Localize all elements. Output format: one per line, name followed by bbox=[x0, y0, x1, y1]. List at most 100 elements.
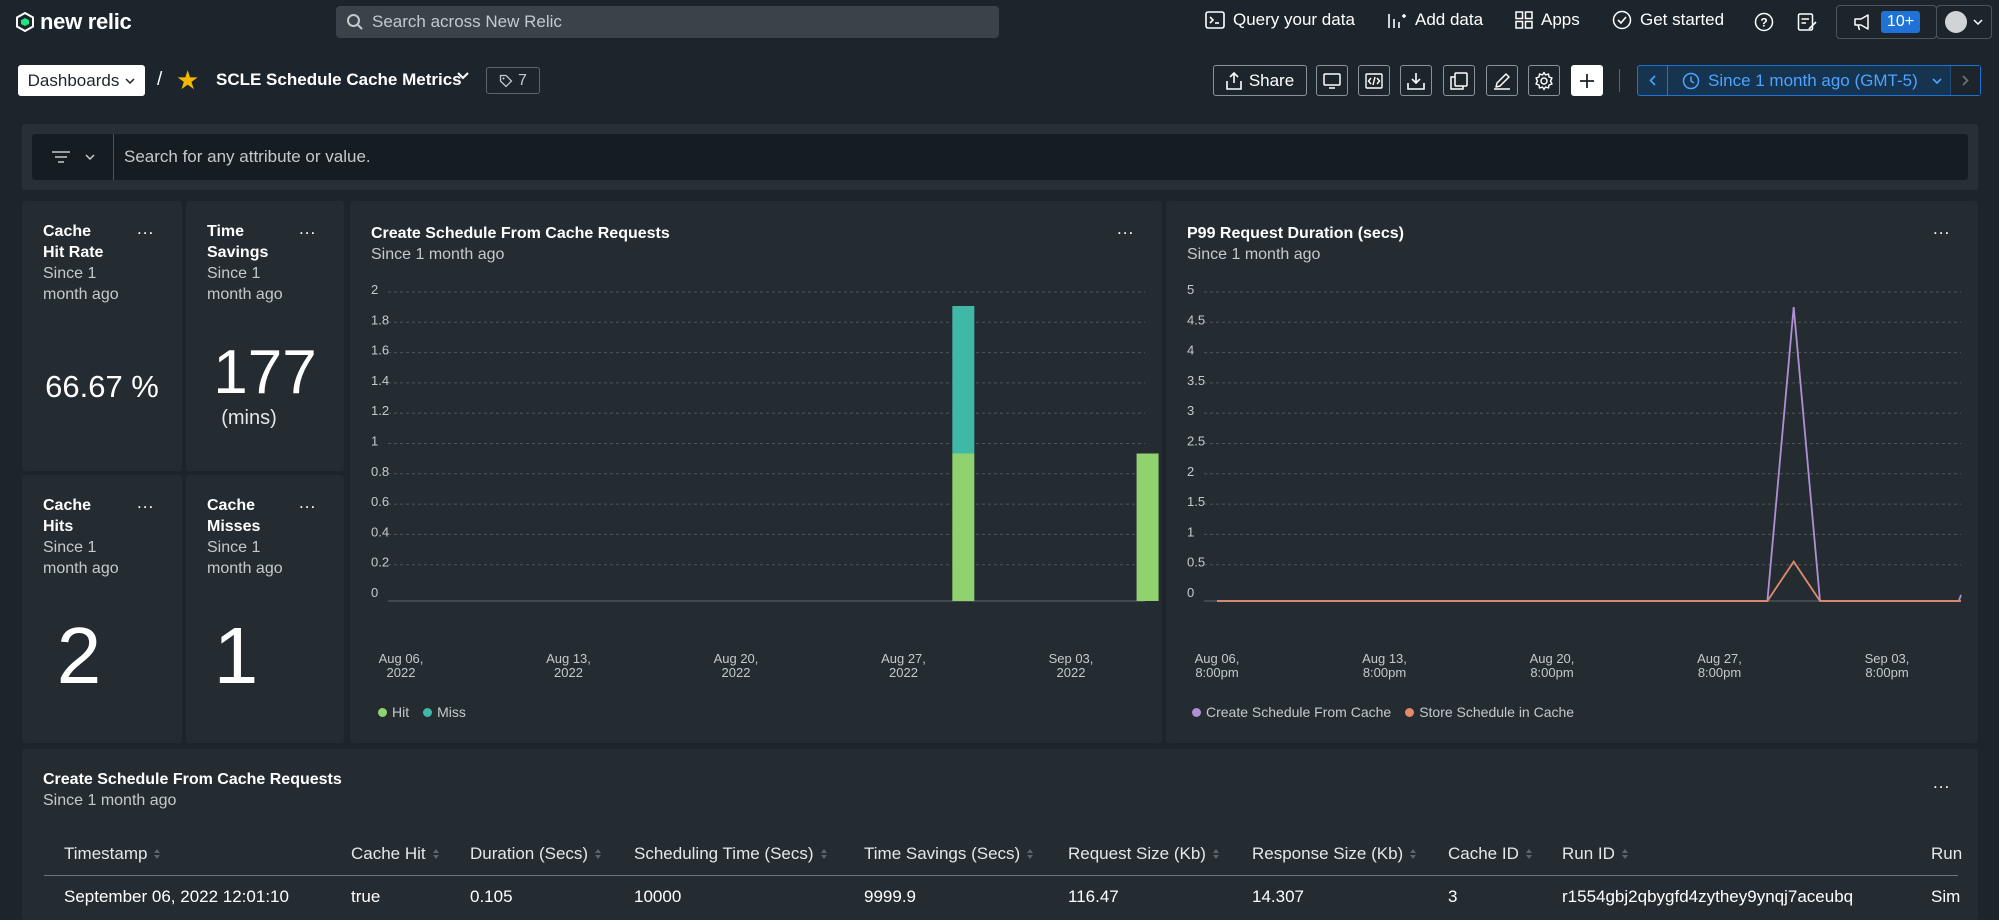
filter-bar[interactable]: Search for any attribute or value. bbox=[32, 134, 1968, 180]
widget-subtitle-line1: Since 1 bbox=[43, 539, 97, 556]
tags-button[interactable]: 7 bbox=[486, 67, 540, 94]
bar-hit[interactable] bbox=[952, 453, 975, 602]
widget-subtitle-line1: Since 1 bbox=[43, 265, 97, 282]
line-series[interactable] bbox=[1217, 307, 1962, 602]
widget-cache-hits: Cache Hits Since 1 month ago ... 2 bbox=[22, 475, 182, 743]
widget-menu-button[interactable]: ... bbox=[137, 493, 155, 512]
time-previous-button[interactable] bbox=[1638, 66, 1668, 95]
chevron-down-icon[interactable] bbox=[457, 72, 469, 80]
legend-item[interactable]: Create Schedule From Cache bbox=[1192, 704, 1391, 720]
apps-button[interactable]: Apps bbox=[1515, 10, 1580, 30]
table-column-header[interactable]: Timestamp bbox=[64, 844, 161, 864]
line-chart-y-tick-label: 1.5 bbox=[1187, 494, 1205, 509]
widget-menu-button[interactable]: ... bbox=[137, 219, 155, 238]
bar-chart-x-tick-label: 2022 bbox=[387, 665, 416, 680]
table-column-header[interactable]: Run bbox=[1931, 844, 1962, 864]
download-button[interactable] bbox=[1400, 65, 1432, 96]
widget-title: Cache Misses bbox=[207, 495, 260, 537]
bar-chart-y-tick-label: 0.8 bbox=[371, 464, 389, 479]
widget-line-chart: P99 Request Duration (secs) Since 1 mont… bbox=[1166, 201, 1978, 743]
time-range-label: Since 1 month ago (GMT-5) bbox=[1708, 70, 1918, 90]
widget-subtitle-line2: month ago bbox=[207, 286, 283, 303]
bar-chart-x-tick-label: 2022 bbox=[554, 665, 583, 680]
table-column-header[interactable]: Request Size (Kb) bbox=[1068, 844, 1220, 864]
bar-chart-y-tick-label: 1.2 bbox=[371, 403, 389, 418]
query-your-data-button[interactable]: Query your data bbox=[1205, 10, 1355, 30]
add-widget-button[interactable] bbox=[1571, 65, 1603, 96]
tv-mode-button[interactable] bbox=[1316, 65, 1348, 96]
chevron-right-icon bbox=[1962, 75, 1969, 86]
legend-item[interactable]: Store Schedule in Cache bbox=[1405, 704, 1574, 720]
table-column-header[interactable]: Scheduling Time (Secs) bbox=[634, 844, 828, 864]
new-relic-logo[interactable]: new relic bbox=[16, 9, 132, 35]
bar-chart-x-tick-label: Sep 03, bbox=[1049, 651, 1094, 666]
widget-title-line2: Misses bbox=[207, 518, 261, 535]
line-chart-y-tick-label: 3.5 bbox=[1187, 373, 1205, 388]
json-view-button[interactable] bbox=[1358, 65, 1390, 96]
bar-chart-x-tick-label: 2022 bbox=[889, 665, 918, 680]
column-header-label: Request Size (Kb) bbox=[1068, 844, 1206, 863]
global-search-input[interactable]: Search across New Relic bbox=[336, 6, 999, 38]
get-started-button[interactable]: Get started bbox=[1612, 10, 1724, 30]
cache-hit-rate-value: 66.67 % bbox=[45, 369, 159, 404]
widget-menu-button[interactable]: ... bbox=[1933, 219, 1951, 238]
feedback-button[interactable] bbox=[1795, 10, 1819, 34]
share-button[interactable]: Share bbox=[1213, 65, 1307, 96]
widget-menu-button[interactable]: ... bbox=[1117, 219, 1135, 238]
duplicate-button[interactable] bbox=[1443, 65, 1475, 96]
table-cell: 116.47 bbox=[1068, 887, 1119, 906]
time-range-selector[interactable]: Since 1 month ago (GMT-5) bbox=[1668, 71, 1950, 91]
line-chart-y-tick-label: 0.5 bbox=[1187, 555, 1205, 570]
bar-chart-plus-icon bbox=[1388, 14, 1406, 28]
dashboards-dropdown-button[interactable]: Dashboards bbox=[18, 65, 145, 96]
table-column-header[interactable]: Duration (Secs) bbox=[470, 844, 602, 864]
table-column-header[interactable]: Time Savings (Secs) bbox=[864, 844, 1034, 864]
filter-search-input[interactable]: Search for any attribute or value. bbox=[124, 147, 371, 166]
sort-icon bbox=[154, 849, 161, 859]
help-icon: ? bbox=[1754, 12, 1774, 32]
table-column-header[interactable]: Run ID bbox=[1562, 844, 1629, 864]
table-column-header[interactable]: Response Size (Kb) bbox=[1252, 844, 1417, 864]
widget-title-line2: Hits bbox=[43, 518, 74, 535]
brand-name: new relic bbox=[40, 9, 132, 34]
dashboard-title[interactable]: SCLE Schedule Cache Metrics bbox=[216, 70, 462, 89]
widget-table: Create Schedule From Cache Requests Sinc… bbox=[22, 749, 1978, 920]
apps-grid-icon bbox=[1515, 11, 1533, 29]
sort-icon bbox=[595, 849, 602, 859]
widget-subtitle-line1: Since 1 bbox=[207, 265, 261, 282]
legend-label: Store Schedule in Cache bbox=[1419, 704, 1575, 720]
table-column-header[interactable]: Cache Hit bbox=[351, 844, 440, 864]
bar-chart-x-tick-label: Aug 06, bbox=[379, 651, 424, 666]
top-navigation bbox=[0, 0, 1999, 44]
announcements-count-badge: 10+ bbox=[1880, 11, 1921, 33]
widget-title: Cache Hit Rate bbox=[43, 221, 103, 263]
time-next-button[interactable] bbox=[1950, 66, 1980, 95]
widget-title-line1: Time bbox=[207, 223, 245, 240]
table-cell: Sim bbox=[1931, 887, 1961, 906]
get-started-label: Get started bbox=[1640, 10, 1725, 29]
legend-item[interactable]: Miss bbox=[423, 704, 466, 720]
line-series[interactable] bbox=[1217, 559, 1961, 602]
user-menu-button[interactable] bbox=[1936, 5, 1992, 39]
table-column-header[interactable]: Cache ID bbox=[1448, 844, 1533, 864]
help-button[interactable]: ? bbox=[1752, 10, 1776, 34]
legend-swatch bbox=[1405, 707, 1415, 717]
line-chart-y-tick-label: 1 bbox=[1187, 524, 1194, 539]
filter-options-button[interactable] bbox=[32, 134, 114, 180]
widget-menu-button[interactable]: ... bbox=[299, 219, 317, 238]
favorite-star-icon[interactable]: ★ bbox=[176, 65, 200, 95]
widget-subtitle-line2: month ago bbox=[207, 560, 283, 577]
settings-button[interactable] bbox=[1528, 65, 1560, 96]
bar-miss[interactable] bbox=[952, 306, 975, 454]
time-range-picker[interactable]: Since 1 month ago (GMT-5) bbox=[1637, 65, 1981, 96]
bar-chart-y-tick-label: 1.4 bbox=[371, 373, 389, 388]
legend-item[interactable]: Hit bbox=[378, 704, 409, 720]
widget-title-line2: Savings bbox=[207, 244, 269, 261]
bar-hit[interactable] bbox=[1136, 453, 1159, 602]
widget-menu-button[interactable]: ... bbox=[299, 493, 317, 512]
widget-menu-button[interactable]: ... bbox=[1933, 773, 1951, 792]
announcements-button[interactable]: 10+ bbox=[1836, 5, 1937, 39]
edit-button[interactable] bbox=[1486, 65, 1518, 96]
add-data-button[interactable]: Add data bbox=[1387, 10, 1483, 30]
